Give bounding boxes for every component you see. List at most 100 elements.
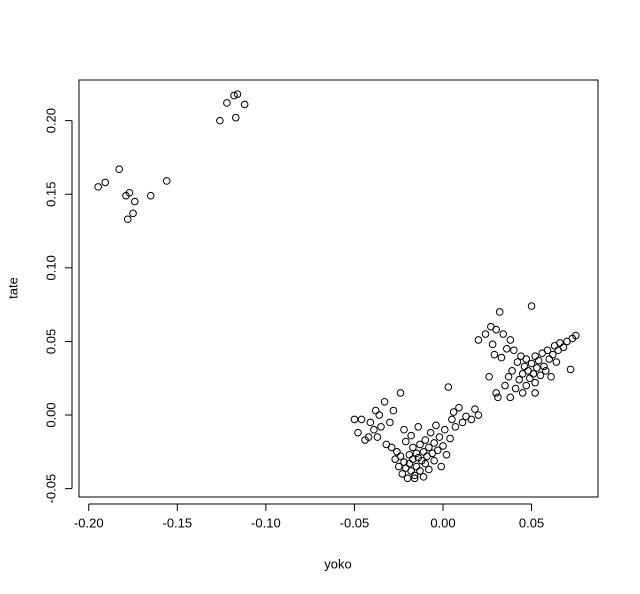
point (370, 425, 378, 434)
point (416, 440, 424, 449)
point (533, 364, 541, 372)
point (433, 446, 442, 455)
point (506, 393, 515, 402)
point (130, 197, 139, 206)
point (515, 375, 523, 384)
point (501, 381, 509, 390)
point (240, 100, 249, 109)
point (518, 389, 527, 397)
point (531, 389, 539, 397)
point (405, 450, 414, 459)
point (432, 421, 440, 430)
point (402, 437, 410, 446)
point (412, 449, 421, 458)
point (522, 355, 531, 363)
point (233, 90, 242, 98)
point (522, 381, 531, 390)
point (123, 215, 132, 224)
y-tick-label: 0.00 (43, 402, 58, 427)
point (474, 411, 483, 419)
point (508, 367, 516, 375)
y-tick-label: 0.20 (43, 108, 58, 133)
point (350, 415, 359, 424)
point (410, 471, 419, 480)
point (223, 99, 231, 107)
point (531, 352, 539, 360)
point (541, 367, 550, 375)
point (520, 362, 529, 371)
point (494, 393, 502, 402)
point (504, 372, 513, 381)
point (497, 353, 506, 362)
y-tick-label: -0.05 (43, 474, 58, 504)
point (421, 436, 430, 444)
point (566, 365, 575, 374)
point (231, 113, 240, 122)
point (371, 406, 380, 415)
point (375, 411, 384, 419)
point (485, 372, 493, 381)
point (492, 389, 500, 397)
point (552, 358, 561, 366)
point (458, 418, 467, 427)
y-tick-label: 0.05 (43, 329, 58, 354)
point (216, 116, 224, 125)
point (529, 369, 538, 378)
point (531, 378, 539, 387)
point (398, 470, 407, 478)
point (527, 359, 536, 368)
point (536, 371, 545, 380)
y-tick-label: 0.10 (43, 255, 58, 280)
point (409, 455, 417, 463)
point (387, 443, 396, 452)
point (451, 422, 460, 431)
point (419, 473, 428, 481)
point (449, 408, 458, 416)
point (540, 362, 548, 371)
point (444, 383, 453, 391)
point (435, 433, 444, 441)
point (556, 339, 564, 347)
point (471, 405, 479, 413)
point (534, 356, 543, 365)
point (129, 209, 137, 218)
point (416, 467, 424, 475)
point (511, 384, 520, 393)
point (488, 340, 497, 349)
point (409, 443, 417, 452)
point (400, 425, 408, 434)
point (407, 431, 415, 440)
x-axis-label: yoko (324, 556, 351, 571)
point (230, 91, 238, 100)
point (414, 422, 423, 431)
point (549, 350, 557, 359)
point (492, 325, 500, 334)
point (125, 188, 134, 197)
point (442, 450, 451, 459)
point (510, 346, 518, 355)
point (467, 415, 476, 424)
point (115, 165, 124, 173)
x-tick-label: -0.15 (162, 515, 192, 530)
point (474, 336, 483, 344)
point (373, 433, 382, 441)
x-tick-label: -0.10 (251, 515, 281, 530)
point (386, 418, 394, 427)
point (543, 346, 552, 355)
point (506, 336, 515, 344)
point (439, 442, 447, 450)
plot-frame (78, 79, 599, 498)
point (430, 439, 438, 447)
point (440, 425, 449, 434)
point (426, 428, 435, 437)
point (380, 397, 389, 406)
point (146, 191, 155, 200)
point (559, 343, 568, 352)
point (403, 474, 412, 483)
point (513, 358, 522, 366)
point (430, 456, 438, 465)
point (94, 183, 102, 191)
point (393, 448, 401, 456)
point (366, 418, 375, 427)
